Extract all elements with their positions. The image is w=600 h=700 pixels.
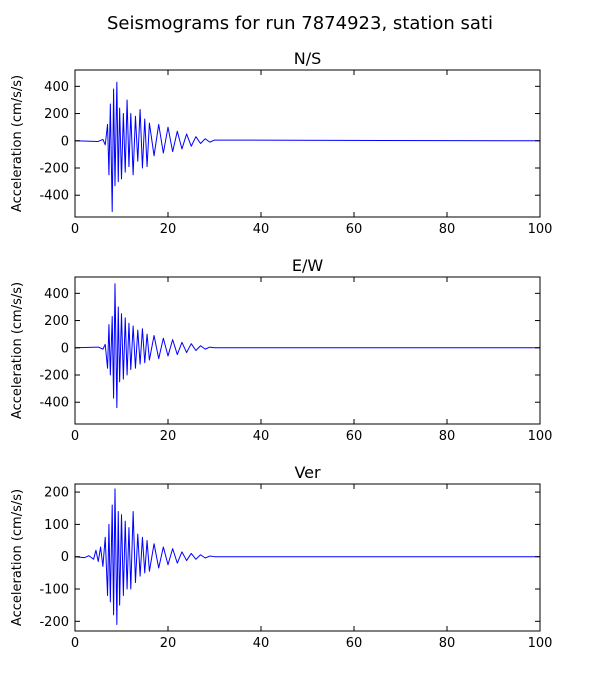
- x-tick-label-ver: 100: [528, 636, 553, 651]
- x-tick-label-ns: 80: [439, 222, 456, 237]
- panel-ew: E/W Acceleration (cm/s/s) 0 20 40 60 80 100 -400…: [10, 256, 552, 444]
- x-tick-label-ver: 80: [439, 636, 456, 651]
- y-tick-label-ew: 200: [44, 314, 69, 329]
- panel-ver: Ver Acceleration (cm/s/s) 0 20 40 60 80 100 -200…: [10, 463, 552, 651]
- x-tick-label-ver: 0: [71, 636, 79, 651]
- axes-frame-ver: [74, 483, 541, 632]
- trace-line-ver-0: [75, 488, 540, 626]
- y-tick-label-ver: 0: [61, 550, 69, 565]
- x-tick-label-ew: 40: [253, 429, 270, 444]
- x-tick-label-ns: 0: [71, 222, 79, 237]
- x-tick-label-ns: 40: [253, 222, 270, 237]
- trace-line-ns-0: [75, 81, 540, 213]
- x-tick-label-ver: 60: [346, 636, 363, 651]
- panel-title-ew: E/W: [292, 256, 324, 275]
- x-tick-label-ns: 100: [528, 222, 553, 237]
- y-tick-label-ver: 200: [44, 486, 69, 501]
- y-tick-label-ns: -400: [39, 189, 69, 204]
- y-tick-label-ew: 0: [61, 341, 69, 356]
- x-tick-label-ew: 60: [346, 429, 363, 444]
- x-tick-label-ns: 60: [346, 222, 363, 237]
- axes-frame-ns: [74, 69, 541, 218]
- y-tick-label-ns: -200: [39, 162, 69, 177]
- panels-container: N/S Acceleration (cm/s/s) 0 20 40 60 80 100 -400…: [10, 49, 552, 651]
- x-tick-label-ew: 0: [71, 429, 79, 444]
- y-axis-label-ver: Acceleration (cm/s/s): [10, 489, 25, 626]
- y-tick-label-ew: 400: [44, 287, 69, 302]
- y-tick-label-ns: 400: [44, 80, 69, 95]
- y-tick-label-ver: -100: [39, 583, 69, 598]
- x-tick-label-ew: 20: [160, 429, 177, 444]
- trace-line-ew-0: [75, 283, 540, 409]
- y-tick-label-ns: 200: [44, 107, 69, 122]
- axes-frame-ew: [74, 276, 541, 425]
- y-tick-label-ew: -200: [39, 369, 69, 384]
- x-tick-label-ver: 20: [160, 636, 177, 651]
- panel-ns: N/S Acceleration (cm/s/s) 0 20 40 60 80 100 -400…: [10, 49, 552, 237]
- x-tick-label-ns: 20: [160, 222, 177, 237]
- y-tick-label-ew: -400: [39, 396, 69, 411]
- x-tick-label-ew: 80: [439, 429, 456, 444]
- y-tick-label-ver: 100: [44, 518, 69, 533]
- figure-title: Seismograms for run 7874923, station sat…: [107, 13, 493, 34]
- y-tick-label-ns: 0: [61, 134, 69, 149]
- y-tick-label-ver: -200: [39, 615, 69, 630]
- y-axis-label-ns: Acceleration (cm/s/s): [10, 75, 25, 212]
- y-axis-label-ew: Acceleration (cm/s/s): [10, 282, 25, 419]
- panel-title-ns: N/S: [294, 49, 322, 68]
- panel-title-ver: Ver: [294, 463, 321, 482]
- x-tick-label-ver: 40: [253, 636, 270, 651]
- x-tick-label-ew: 100: [528, 429, 553, 444]
